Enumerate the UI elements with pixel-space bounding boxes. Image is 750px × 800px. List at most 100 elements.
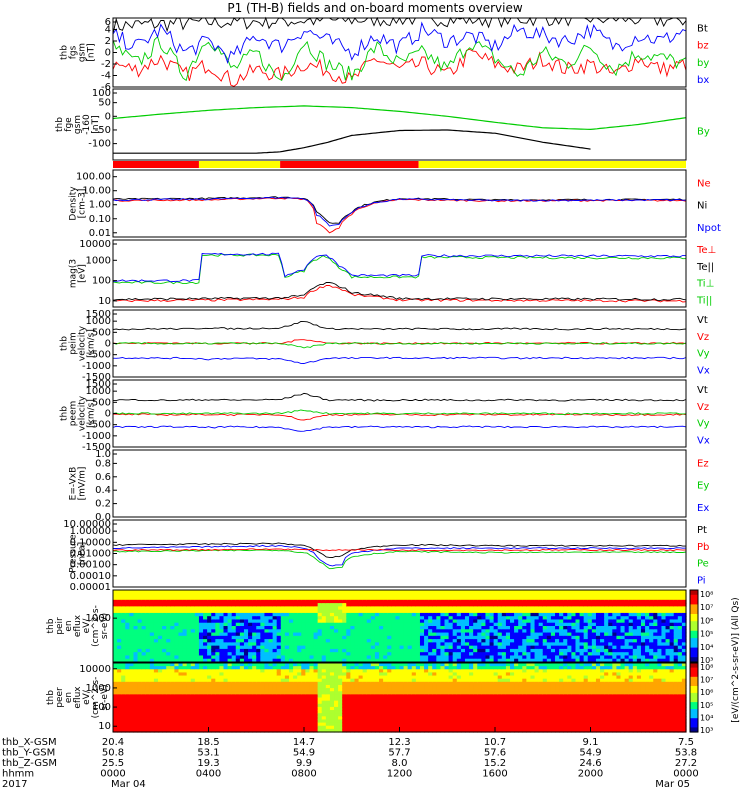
spectrogram-cell [325, 606, 331, 611]
spectrogram-cell [681, 606, 687, 611]
spectrogram-cell [158, 684, 163, 689]
spectrogram-cell [125, 663, 130, 667]
spectrogram-cell [190, 642, 196, 647]
spectrogram-cell [428, 635, 433, 640]
spectrogram-cell [280, 622, 286, 627]
spectrogram-cell [469, 619, 474, 624]
spectrogram-cell [534, 599, 540, 604]
spectrogram-cell [469, 622, 474, 627]
spectrogram-cell [264, 684, 270, 689]
spectrogram-cell [440, 593, 446, 598]
spectrogram-cell [305, 663, 311, 667]
spectrogram-cell [464, 645, 470, 650]
spectrogram-cell [399, 642, 405, 647]
spectrogram-cell [125, 697, 130, 702]
spectrogram-cell [575, 629, 581, 634]
series-Pi-line [113, 544, 687, 567]
spectrogram-cell [366, 688, 372, 692]
spectrogram-cell [243, 609, 249, 614]
spectrogram-cell [231, 703, 237, 708]
spectrogram-cell [121, 669, 126, 674]
spectrogram-cell [497, 652, 503, 657]
spectrogram-cell [530, 622, 536, 627]
spectrogram-cell [162, 728, 167, 733]
spectrogram-cell [293, 612, 298, 617]
spectrogram-cell [399, 609, 405, 614]
spectrogram-cell [620, 658, 626, 663]
spectrogram-cell [559, 603, 564, 607]
panel-peir [112, 589, 687, 663]
spectrogram-cell [411, 719, 417, 724]
spectrogram-cell [407, 703, 413, 708]
y-tick-label: 2 [105, 36, 111, 47]
spectrogram-cell [145, 603, 151, 607]
spectrogram-cell [153, 632, 159, 637]
spectrogram-cell [395, 590, 401, 594]
spectrogram-cell [325, 669, 331, 674]
spectrogram-cell [272, 700, 278, 705]
spectrogram-cell [153, 700, 159, 705]
spectrogram-cell [186, 728, 192, 733]
spectrogram-cell [125, 710, 130, 714]
spectrogram-cell [526, 603, 532, 607]
spectrogram-cell [113, 672, 118, 677]
spectrogram-cell [203, 694, 208, 699]
spectrogram-cell [288, 616, 294, 621]
spectrogram-cell [411, 728, 417, 733]
spectrogram-cell [510, 652, 515, 657]
spectrogram-cell [321, 629, 327, 634]
spectrogram-cell [374, 710, 380, 714]
spectrogram-cell [334, 666, 339, 670]
spectrogram-cell [460, 652, 466, 657]
spectrogram-cell [587, 632, 593, 637]
spectrogram-cell [681, 629, 687, 634]
spectrogram-cell [419, 728, 425, 733]
spectrogram-cell [640, 619, 646, 624]
spectrogram-cell [239, 691, 245, 695]
spectrogram-cell [215, 616, 221, 621]
spectrogram-cell [125, 642, 130, 647]
spectrogram-cell [325, 652, 331, 657]
spectrogram-cell [362, 691, 368, 695]
spectrogram-cell [501, 658, 507, 663]
spectrogram-cell [379, 697, 384, 702]
spectrogram-cell [526, 619, 532, 624]
spectrogram-cell [158, 612, 163, 617]
spectrogram-cell [243, 593, 249, 598]
spectrogram-cell [280, 713, 286, 717]
spectrogram-cell [640, 642, 646, 647]
spectrogram-cell [604, 639, 609, 643]
y-axis-label: eflux [73, 614, 83, 637]
spectrogram-cell [497, 612, 503, 617]
spectrogram-cell [632, 652, 638, 657]
spectrogram-cell [153, 606, 159, 611]
spectrogram-cell [113, 700, 118, 705]
spectrogram-cell [460, 658, 466, 663]
spectrogram-cell [419, 655, 425, 660]
spectrogram-cell [305, 626, 311, 630]
spectrogram-cell [514, 612, 519, 617]
spectrogram-cell [395, 700, 401, 705]
spectrogram-cell [158, 675, 163, 680]
spectrogram-cell [334, 688, 339, 692]
spectrogram-cell [256, 700, 261, 705]
spectrogram-cell [329, 606, 335, 611]
spectrogram-cell [264, 675, 270, 680]
spectrogram-cell [129, 635, 135, 640]
spectrogram-cell [301, 635, 306, 640]
spectrogram-cell [546, 642, 552, 647]
spectrogram-cell [129, 658, 135, 663]
spectrogram-cell [649, 609, 654, 614]
spectrogram-cell [419, 716, 425, 721]
spectrogram-cell [186, 663, 192, 667]
spectrogram-cell [342, 713, 347, 717]
spectrogram-cell [149, 694, 155, 699]
spectrogram-cell [379, 655, 384, 660]
y-axis-label: peir [55, 617, 65, 635]
spectrogram-cell [522, 635, 527, 640]
spectrogram-cell [419, 599, 425, 604]
spectrogram-cell [567, 619, 572, 624]
spectrogram-cell [321, 590, 327, 594]
spectrogram-cell [190, 626, 196, 630]
